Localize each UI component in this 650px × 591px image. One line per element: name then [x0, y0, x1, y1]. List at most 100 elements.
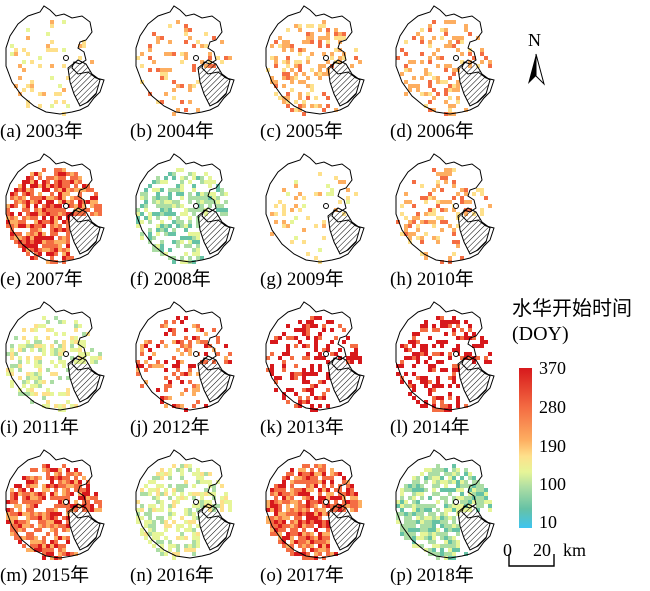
bloom-pixel — [180, 360, 184, 364]
bloom-pixel — [18, 184, 22, 188]
bloom-pixel — [14, 240, 18, 244]
bloom-pixel — [310, 68, 314, 72]
bloom-pixel — [46, 188, 50, 192]
bloom-pixel — [82, 352, 86, 356]
bloom-pixel — [448, 536, 452, 540]
bloom-pixel — [294, 76, 298, 80]
bloom-pixel — [424, 524, 428, 528]
bloom-pixel — [10, 356, 14, 360]
bloom-pixel — [436, 180, 440, 184]
north-arrow-icon — [528, 53, 545, 86]
bloom-pixel — [204, 480, 208, 484]
hatched-region — [457, 59, 491, 107]
bloom-pixel — [42, 488, 46, 492]
bloom-pixel — [354, 48, 358, 52]
bloom-pixel — [94, 204, 98, 208]
bloom-pixel — [342, 36, 346, 40]
bloom-pixel — [54, 532, 58, 536]
bloom-pixel — [448, 488, 452, 492]
bloom-pixel — [436, 204, 440, 208]
bloom-pixel — [298, 500, 302, 504]
bloom-pixel — [456, 480, 460, 484]
bloom-pixel — [282, 544, 286, 548]
bloom-pixel — [282, 204, 286, 208]
bloom-pixel — [156, 484, 160, 488]
bloom-pixel — [152, 504, 156, 508]
bloom-pixel — [70, 484, 74, 488]
bloom-pixel — [346, 200, 350, 204]
panel-caption: (c) 2005年 — [260, 121, 343, 142]
bloom-pixel — [176, 488, 180, 492]
bloom-pixel — [270, 372, 274, 376]
bloom-pixel — [448, 492, 452, 496]
bloom-pixel — [168, 380, 172, 384]
bloom-pixel — [144, 520, 148, 524]
bloom-pixel — [302, 368, 306, 372]
bloom-pixel — [424, 196, 428, 200]
bloom-pixel — [432, 512, 436, 516]
bloom-pixel — [302, 548, 306, 552]
bloom-pixel — [436, 64, 440, 68]
bloom-pixel — [428, 208, 432, 212]
bloom-pixel — [18, 524, 22, 528]
bloom-pixel — [54, 48, 58, 52]
bloom-pixel — [192, 172, 196, 176]
bloom-pixel — [58, 552, 62, 556]
bloom-pixel — [306, 328, 310, 332]
bloom-pixel — [444, 32, 448, 36]
bloom-pixel — [440, 408, 444, 412]
bloom-pixel — [144, 524, 148, 528]
bloom-pixel — [6, 224, 10, 228]
bloom-pixel — [350, 500, 354, 504]
bloom-pixel — [188, 28, 192, 32]
bloom-pixel — [90, 200, 94, 204]
bloom-pixel — [444, 176, 448, 180]
bloom-pixel — [172, 80, 176, 84]
bloom-pixel — [66, 224, 70, 228]
bloom-pixel — [326, 548, 330, 552]
bloom-pixel — [18, 520, 22, 524]
bloom-pixel — [148, 512, 152, 516]
bloom-pixel — [188, 508, 192, 512]
bloom-pixel — [274, 56, 278, 60]
bloom-pixel — [452, 364, 456, 368]
bloom-pixel — [354, 508, 358, 512]
bloom-pixel — [358, 60, 362, 64]
bloom-pixel — [472, 480, 476, 484]
bloom-pixel — [298, 512, 302, 516]
hatched-region — [67, 207, 101, 255]
bloom-pixel — [192, 520, 196, 524]
bloom-pixel — [302, 72, 306, 76]
bloom-pixel — [452, 464, 456, 468]
bloom-pixel — [448, 504, 452, 508]
bloom-pixel — [62, 200, 66, 204]
bloom-pixel — [294, 100, 298, 104]
bloom-pixel — [140, 52, 144, 56]
bloom-pixel — [66, 392, 70, 396]
bloom-pixel — [192, 384, 196, 388]
bloom-pixel — [480, 48, 484, 52]
bloom-pixel — [310, 504, 314, 508]
bloom-pixel — [148, 520, 152, 524]
bloom-pixel — [274, 336, 278, 340]
bloom-pixel — [480, 496, 484, 500]
bloom-pixel — [314, 224, 318, 228]
bloom-pixel — [22, 208, 26, 212]
bloom-pixel — [78, 496, 82, 500]
bloom-pixel — [188, 224, 192, 228]
bloom-pixel — [188, 380, 192, 384]
bloom-pixel — [180, 204, 184, 208]
bloom-pixel — [46, 512, 50, 516]
bloom-pixel — [14, 516, 18, 520]
bloom-pixel — [456, 524, 460, 528]
bloom-pixel — [184, 528, 188, 532]
bloom-pixel — [420, 536, 424, 540]
bloom-pixel — [432, 404, 436, 408]
bloom-pixel — [302, 40, 306, 44]
bloom-pixel — [26, 372, 30, 376]
bloom-pixel — [412, 180, 416, 184]
bloom-pixel — [266, 516, 270, 520]
bloom-pixel — [188, 100, 192, 104]
bloom-pixel — [50, 528, 54, 532]
bloom-pixel — [436, 516, 440, 520]
